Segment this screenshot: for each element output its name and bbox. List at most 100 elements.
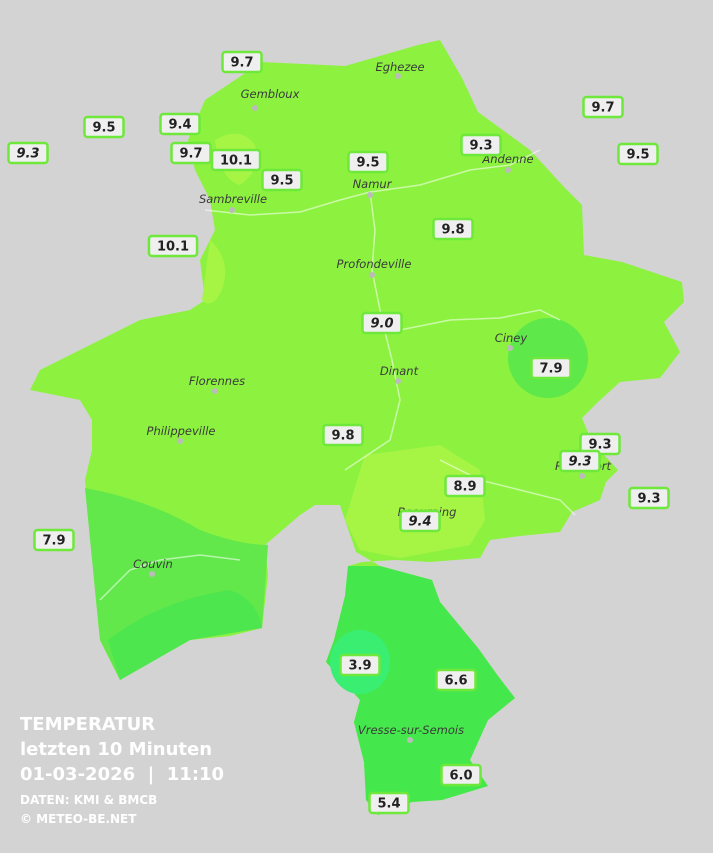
station-value: 6.0 (449, 769, 472, 784)
legend-title: TEMPERATUR (20, 714, 155, 735)
station-value: 9.5 (92, 121, 115, 136)
station-value: 9.7 (591, 101, 614, 116)
place-dot (579, 473, 585, 479)
station: 7.9 (530, 356, 572, 380)
station: 5.4 (368, 791, 410, 815)
place-dot (212, 388, 218, 394)
place-label: Namur (353, 177, 393, 191)
station: 9.3 (460, 133, 502, 157)
place-dot (149, 571, 155, 577)
place-dot (505, 167, 511, 173)
station: 9.7 (582, 95, 624, 119)
place-label: Sambreville (199, 192, 267, 206)
station-value: 3.9 (348, 659, 371, 674)
station-value: 6.6 (444, 674, 467, 689)
station: 6.0 (440, 763, 482, 787)
station-value: 9.3 (16, 147, 39, 162)
place-dot (395, 378, 401, 384)
station-box (170, 141, 212, 165)
station-box (440, 763, 482, 787)
place-label: Dinant (380, 364, 419, 378)
station: 9.0 (361, 311, 403, 335)
station: 8.9 (444, 474, 486, 498)
station-box (559, 449, 601, 473)
place-dot (252, 105, 258, 111)
station: 9.3 (628, 486, 670, 510)
station-value: 8.9 (453, 480, 476, 495)
station-value: 9.3 (588, 438, 611, 453)
river (439, 459, 576, 516)
station-box (322, 423, 364, 447)
station: 6.6 (435, 668, 477, 692)
legend-source: DATEN: KMI & BMCB (20, 793, 157, 807)
station-value: 7.9 (42, 534, 65, 549)
station-box (530, 356, 572, 380)
river (399, 309, 561, 331)
station: 9.3 (579, 432, 621, 456)
station: 9.5 (83, 115, 125, 139)
station-value: 10.1 (220, 154, 252, 169)
station-value: 9.8 (441, 223, 464, 238)
station: 9.5 (617, 142, 659, 166)
station-value: 9.7 (179, 147, 202, 162)
station-box (435, 668, 477, 692)
place-dot (229, 207, 235, 213)
station-box (147, 234, 199, 258)
legend-period: letzten 10 Minuten (20, 739, 212, 760)
place-label: Ciney (495, 331, 528, 345)
station: 9.3 (559, 449, 601, 473)
station-value: 9.8 (331, 429, 354, 444)
station: 9.5 (347, 150, 389, 174)
station-box (347, 150, 389, 174)
station: 9.7 (221, 50, 263, 74)
place-dot (507, 345, 513, 351)
place-dot (369, 272, 375, 278)
station-value: 9.3 (568, 455, 591, 470)
station: 9.7 (170, 141, 212, 165)
station-value: 9.5 (356, 156, 379, 171)
station-value: 9.4 (168, 118, 191, 133)
warm-zone (202, 240, 226, 304)
station-value: 9.3 (469, 139, 492, 154)
station-box (7, 141, 49, 165)
place-label: Vresse-sur-Semois (358, 723, 464, 737)
station-value: 9.0 (370, 317, 393, 332)
station: 10.1 (210, 148, 262, 172)
station: 9.3 (7, 141, 49, 165)
station-value: 10.1 (157, 240, 189, 255)
station-box (628, 486, 670, 510)
station-box (368, 791, 410, 815)
cool-zone (326, 566, 515, 815)
station-box (582, 95, 624, 119)
station-box (399, 509, 441, 533)
station-value: 9.7 (230, 56, 253, 71)
station-box (261, 168, 303, 192)
station: 9.5 (261, 168, 303, 192)
place-label: Couvin (133, 557, 173, 571)
station-box (361, 311, 403, 335)
station-box (210, 148, 262, 172)
station-value: 9.3 (637, 492, 660, 507)
station-value: 9.5 (270, 174, 293, 189)
river (344, 191, 401, 471)
warm-zone (345, 445, 485, 558)
station-box (339, 653, 381, 677)
station-value: 9.4 (408, 515, 431, 530)
station-box (83, 115, 125, 139)
station-box (432, 217, 474, 241)
station-box (460, 133, 502, 157)
station-box (159, 112, 201, 136)
place-label: Eghezee (375, 60, 424, 74)
station-box (617, 142, 659, 166)
station: 7.9 (33, 528, 75, 552)
cool-zone (108, 590, 262, 680)
place-label: Philippeville (147, 424, 216, 438)
station: 3.9 (339, 653, 381, 677)
station-value: 7.9 (539, 362, 562, 377)
place-dot (177, 438, 183, 444)
station: 9.4 (159, 112, 201, 136)
place-label: Profondeville (337, 257, 412, 271)
station-value: 9.5 (626, 148, 649, 163)
station: 10.1 (147, 234, 199, 258)
